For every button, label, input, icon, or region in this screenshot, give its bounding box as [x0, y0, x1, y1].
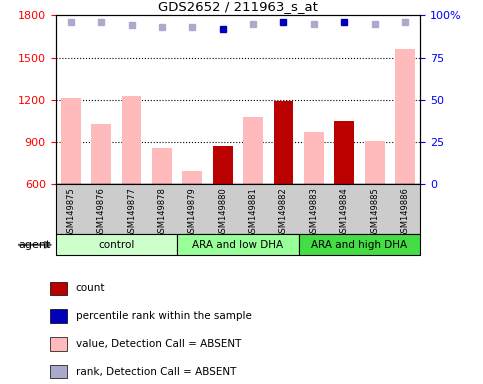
- Bar: [395, 49, 415, 184]
- Text: GSM149876: GSM149876: [97, 187, 106, 238]
- Text: ARA and high DHA: ARA and high DHA: [312, 240, 408, 250]
- Text: GSM149881: GSM149881: [249, 187, 257, 238]
- Bar: [273, 101, 293, 184]
- Bar: [51, 310, 67, 323]
- Bar: [365, 141, 384, 184]
- Bar: [334, 121, 354, 184]
- Bar: [177, 234, 298, 255]
- Text: value, Detection Call = ABSENT: value, Detection Call = ABSENT: [76, 339, 241, 349]
- Title: GDS2652 / 211963_s_at: GDS2652 / 211963_s_at: [158, 0, 318, 13]
- Bar: [213, 146, 232, 184]
- Bar: [334, 121, 354, 184]
- Bar: [298, 234, 420, 255]
- Text: GSM149883: GSM149883: [309, 187, 318, 238]
- Text: GSM149877: GSM149877: [127, 187, 136, 238]
- Text: GSM149885: GSM149885: [370, 187, 379, 238]
- Text: GSM149884: GSM149884: [340, 187, 349, 238]
- Text: rank, Detection Call = ABSENT: rank, Detection Call = ABSENT: [76, 367, 236, 377]
- Text: GSM149878: GSM149878: [157, 187, 167, 238]
- Text: GSM149886: GSM149886: [400, 187, 410, 238]
- Text: agent: agent: [18, 240, 51, 250]
- Bar: [243, 118, 263, 184]
- Bar: [91, 124, 111, 184]
- Text: GSM149880: GSM149880: [218, 187, 227, 238]
- Bar: [56, 234, 177, 255]
- Bar: [304, 131, 324, 184]
- Text: GSM149882: GSM149882: [279, 187, 288, 238]
- Bar: [51, 337, 67, 351]
- Text: count: count: [76, 283, 105, 293]
- Text: GSM149875: GSM149875: [66, 187, 75, 238]
- Bar: [51, 281, 67, 295]
- Bar: [152, 149, 172, 184]
- Bar: [122, 96, 142, 184]
- Text: GSM149879: GSM149879: [188, 187, 197, 238]
- Bar: [51, 365, 67, 379]
- Text: ARA and low DHA: ARA and low DHA: [192, 240, 284, 250]
- Bar: [183, 171, 202, 184]
- Bar: [273, 101, 293, 184]
- Bar: [61, 98, 81, 184]
- Bar: [213, 146, 232, 184]
- Text: percentile rank within the sample: percentile rank within the sample: [76, 311, 252, 321]
- Text: control: control: [98, 240, 134, 250]
